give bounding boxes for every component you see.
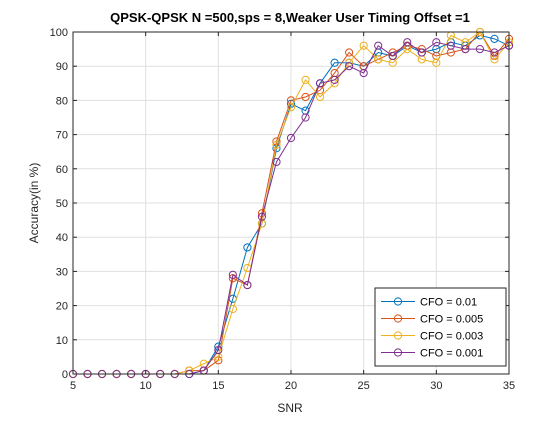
legend: CFO = 0.01 CFO = 0.005 CFO = 0.003 CFO = 0.… <box>375 288 506 366</box>
x-tick-label: 15 <box>212 380 224 392</box>
y-tick-label: 50 <box>56 198 68 210</box>
x-axis-label: SNR <box>277 401 303 415</box>
plot-area: 5 10 15 20 25 30 35 0 10 20 30 40 50 60 70 80 90 100 CFO =… <box>50 27 515 392</box>
chart-title: QPSK-QPSK N =500,sps = 8,Weaker User Tim… <box>110 10 470 25</box>
x-tick-label: 20 <box>285 380 297 392</box>
x-tick-label: 30 <box>430 380 442 392</box>
y-tick-label: 10 <box>56 335 68 347</box>
y-tick-label: 100 <box>50 27 68 39</box>
x-tick-label: 35 <box>503 380 515 392</box>
y-tick-label: 80 <box>56 95 68 107</box>
x-tick-label: 25 <box>358 380 370 392</box>
y-tick-label: 40 <box>56 232 68 244</box>
y-tick-label: 20 <box>56 301 68 313</box>
y-tick-label: 30 <box>56 266 68 278</box>
x-tick-label: 10 <box>140 380 152 392</box>
y-axis-label: Accuracy(in %) <box>27 163 41 244</box>
legend-label: CFO = 0.003 <box>420 331 483 343</box>
legend-label: CFO = 0.001 <box>420 348 483 360</box>
legend-label: CFO = 0.01 <box>420 297 477 309</box>
legend-label: CFO = 0.005 <box>420 314 483 326</box>
x-tick-label: 5 <box>70 380 76 392</box>
y-tick-label: 90 <box>56 61 68 73</box>
y-tick-label: 0 <box>62 369 68 381</box>
y-tick-label: 60 <box>56 164 68 176</box>
y-tick-label: 70 <box>56 130 68 142</box>
